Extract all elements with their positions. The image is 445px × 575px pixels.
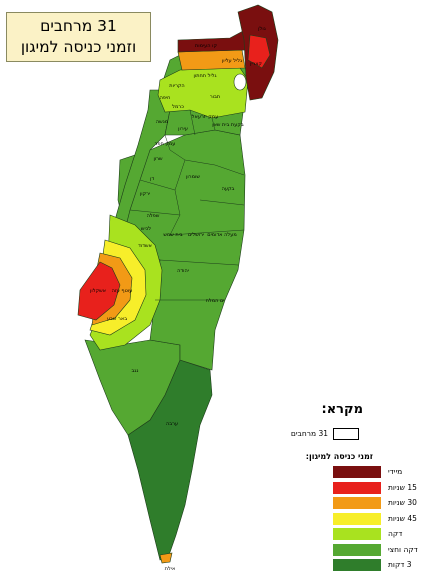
region-eilat [159,552,173,564]
label-galil-elyon: גליל עליון [222,58,242,64]
label-bikat-beit-shean: בקעת בית שאן [212,122,244,128]
label-otef-aza: עוטף עזה [112,288,133,294]
title-line-1: 31 מרחבים [40,17,117,35]
legend-label: דקה [388,529,403,538]
label-yehuda: יהודה [177,268,189,274]
legend-label: מיידי [388,467,403,476]
legend-swatch [333,512,381,525]
label-bika: בקעה [222,186,235,192]
label-golan: גולן [258,26,266,32]
legend-title: מקרא: [321,402,363,417]
title-box: 31 מרחבים וזמני כניסה למיגון [6,12,151,62]
label-negev: נגב [132,368,139,374]
legend-swatch [333,543,381,556]
legend-label: 15 שניות [388,482,417,492]
legend-item: דקה [295,528,445,540]
label-hakrayot: הקריות [169,83,184,89]
legend-swatch [333,466,381,478]
legend-swatch [333,559,381,571]
legend-swatch [333,481,381,494]
label-beer-sheva: באר שבע [107,316,127,322]
regions-swatch [333,428,359,440]
label-dan: דן [150,176,154,182]
label-emek-yizrael: עמק יזרעאל [192,114,219,120]
legend-item: דקה וחצי [295,543,445,556]
label-menashe: מנשה [156,119,168,125]
region-katzrin [247,34,271,69]
label-shfela: שפלה [147,213,160,219]
legend-subtitle: זמני כניסה למיגון: [305,452,373,461]
label-eilat: אילת [165,566,176,572]
legend-swatch [333,528,381,540]
region-otef-aza [77,261,121,321]
label-yarkon: ירקון [140,191,150,197]
legend-swatch [333,497,381,509]
legend-label: 30 שניות [388,498,417,507]
map-labels: קו העימות גולן קצרין גליל עליון גליל תחת… [90,26,266,572]
label-ashkelon: אשקלון [90,288,106,294]
label-shomron: שומרון [186,174,200,180]
label-iron: עירון [178,126,188,132]
legend-item: 45 שניות [295,512,445,525]
legend-item: 15 שניות [295,481,445,494]
legend-item: מיידי [295,466,445,478]
label-galil-tachton: גליל תחתון [193,73,216,79]
label-kav-imut: קו העימות [195,43,218,49]
label-maale-adumim: מעלה אדומים [207,232,237,238]
legend-label: 45 שניות [388,513,417,523]
label-arava: ערבה [166,421,178,427]
label-carmel: כרמל [172,104,184,110]
region-negev [84,339,181,436]
legend-label: דקה וחצי [388,544,418,554]
region-borders [129,109,245,301]
legend-item: 30 שניות [295,497,445,509]
label-katzrin: קצרין [250,61,262,67]
label-sharon: שרון [153,156,163,162]
label-jerusalem: ירושלים [188,232,204,238]
label-haifa: חיפה [160,95,171,101]
title-line-2: וזמני כניסה למיגון [20,38,137,56]
label-tavor: תבור [210,94,220,100]
legend-label: 3 דקות [388,560,412,569]
label-yam-hamelach: ים המלח [206,298,225,304]
legend-item: 3 דקות [295,559,445,571]
label-beit-shemesh: בית שמש [163,232,182,238]
label-ashdod: אשדוד [138,243,152,249]
regions-label: 31 מרחבים [290,429,328,438]
sea-of-galilee [233,73,247,91]
label-lachish: לכיש [141,226,151,232]
label-emek-hefer: עמק חפר [155,141,176,147]
